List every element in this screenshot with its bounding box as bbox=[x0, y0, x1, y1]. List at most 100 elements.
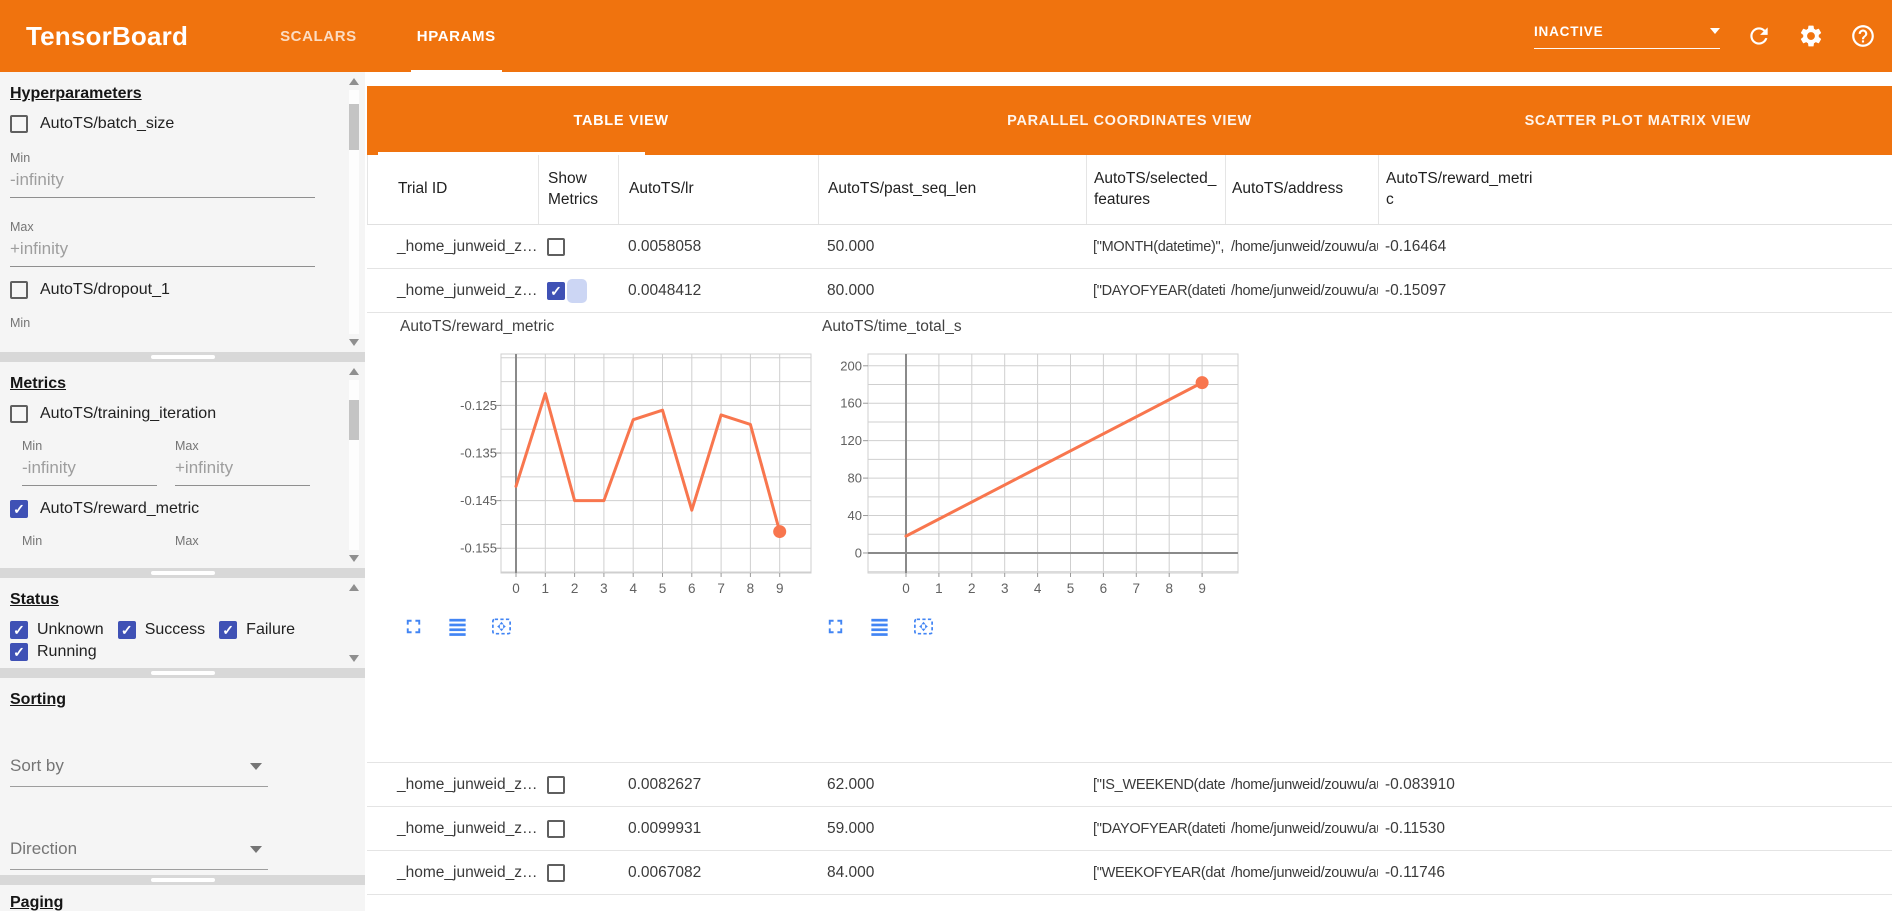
data-table-icon[interactable] bbox=[446, 615, 469, 638]
run-status-select[interactable]: INACTIVE bbox=[1534, 24, 1720, 49]
svg-text:9: 9 bbox=[776, 581, 784, 594]
tab-table-view[interactable]: TABLE VIEW bbox=[367, 86, 875, 155]
hyperparameters-heading: Hyperparameters bbox=[10, 85, 142, 102]
max-input[interactable]: +infinity bbox=[10, 234, 315, 267]
show-metrics-checkbox[interactable] bbox=[547, 775, 565, 794]
scroll-up-icon[interactable] bbox=[349, 584, 359, 591]
svg-text:0: 0 bbox=[512, 581, 520, 594]
status-item-success[interactable]: ✓ Success bbox=[117, 621, 206, 639]
hparam-item-batch-size[interactable]: AutoTS/batch_size bbox=[10, 115, 325, 133]
svg-text:2: 2 bbox=[571, 581, 579, 594]
direction-select[interactable]: Direction bbox=[10, 839, 268, 870]
scroll-down-icon[interactable] bbox=[349, 339, 359, 346]
show-metrics-checkbox[interactable] bbox=[547, 819, 565, 838]
hparams-main: TABLE VIEW PARALLEL COORDINATES VIEW SCA… bbox=[367, 72, 1892, 911]
section-resize-handle[interactable] bbox=[0, 875, 365, 885]
sort-by-select[interactable]: Sort by bbox=[10, 756, 268, 787]
show-metrics-checkbox[interactable] bbox=[547, 237, 565, 256]
cell-reward-metric: -0.083910 bbox=[1385, 775, 1455, 793]
chevron-down-icon bbox=[250, 762, 262, 770]
reward-metric-checkbox[interactable]: ✓ bbox=[10, 500, 28, 518]
svg-text:-0.145: -0.145 bbox=[460, 493, 497, 508]
tab-hparams[interactable]: HPARAMS bbox=[387, 0, 526, 72]
failure-checkbox[interactable]: ✓ bbox=[219, 621, 238, 639]
tab-parallel-coordinates-view[interactable]: PARALLEL COORDINATES VIEW bbox=[1007, 112, 1252, 129]
min-label: Min bbox=[10, 151, 31, 165]
cell-show-metrics bbox=[538, 863, 618, 882]
tab-scatter-plot-matrix-view[interactable]: SCATTER PLOT MATRIX VIEW bbox=[1524, 112, 1752, 129]
scrollbar-thumb[interactable] bbox=[349, 400, 359, 440]
section-resize-handle[interactable] bbox=[0, 352, 365, 362]
table-rows-top: _home_junweid_z… 0.0058058 50.000 ["MONTH(d… bbox=[367, 225, 1892, 313]
reward-metric-line-chart[interactable]: -0.125 -0.135 -0.145 -0.155 0 1 2 3 4 5 6 7 8 9 bbox=[400, 346, 815, 596]
tab-scalars[interactable]: SCALARS bbox=[280, 27, 357, 45]
status-item-failure[interactable]: ✓ Failure bbox=[219, 621, 295, 639]
dropout-checkbox[interactable] bbox=[10, 281, 28, 299]
cell-address: /home/junweid/zouwu/aut… bbox=[1231, 238, 1378, 255]
cell-lr: 0.0082627 bbox=[628, 775, 702, 793]
max-label: Max bbox=[175, 439, 199, 453]
min-input[interactable]: -infinity bbox=[22, 453, 157, 486]
fullscreen-icon[interactable] bbox=[402, 615, 425, 638]
training-iteration-checkbox[interactable] bbox=[10, 405, 28, 423]
cell-past-seq-len: 84.000 bbox=[827, 863, 875, 881]
min-input[interactable]: -infinity bbox=[10, 165, 315, 198]
svg-text:5: 5 bbox=[1067, 581, 1075, 594]
refresh-icon[interactable] bbox=[1746, 23, 1772, 49]
svg-text:1: 1 bbox=[542, 581, 550, 594]
data-table-icon[interactable] bbox=[868, 615, 891, 638]
scroll-down-icon[interactable] bbox=[349, 655, 359, 662]
fit-to-view-icon[interactable] bbox=[490, 615, 513, 638]
unknown-checkbox[interactable]: ✓ bbox=[10, 621, 28, 639]
fullscreen-icon[interactable] bbox=[824, 615, 847, 638]
cell-selected-features: ["MONTH(datetime)", "I… bbox=[1093, 238, 1225, 255]
hparam-item-dropout[interactable]: AutoTS/dropout_1 bbox=[10, 281, 325, 299]
running-checkbox[interactable]: ✓ bbox=[10, 643, 28, 661]
fit-to-view-icon[interactable] bbox=[912, 615, 935, 638]
batch-size-checkbox[interactable] bbox=[10, 115, 28, 133]
status-label: Success bbox=[144, 621, 206, 638]
show-metrics-checkbox[interactable] bbox=[547, 863, 565, 882]
scrollbar-thumb[interactable] bbox=[349, 104, 359, 150]
scroll-down-icon[interactable] bbox=[349, 555, 359, 562]
cell-trial-id: _home_junweid_z… bbox=[397, 775, 538, 793]
settings-gear-icon[interactable] bbox=[1798, 23, 1824, 49]
chart-title: AutoTS/reward_metric bbox=[400, 318, 555, 335]
cell-selected-features: ["IS_WEEKEND(datetim… bbox=[1093, 776, 1225, 793]
svg-text:9: 9 bbox=[1198, 581, 1206, 594]
cell-address: /home/junweid/zouwu/aut… bbox=[1231, 864, 1378, 881]
cell-past-seq-len: 62.000 bbox=[827, 775, 875, 793]
metric-item-reward-metric[interactable]: ✓ AutoTS/reward_metric bbox=[10, 500, 325, 518]
hparams-sidebar: Hyperparameters AutoTS/batch_size Min -i… bbox=[0, 72, 365, 911]
svg-text:8: 8 bbox=[747, 581, 755, 594]
cell-trial-id: _home_junweid_z… bbox=[397, 281, 538, 299]
scroll-up-icon[interactable] bbox=[349, 368, 359, 375]
cell-reward-metric: -0.11746 bbox=[1385, 863, 1446, 881]
svg-text:1: 1 bbox=[935, 581, 943, 594]
max-input[interactable]: +infinity bbox=[175, 453, 310, 486]
section-resize-handle[interactable] bbox=[0, 568, 365, 578]
cell-past-seq-len: 80.000 bbox=[827, 281, 875, 299]
cell-show-metrics bbox=[538, 819, 618, 838]
svg-text:120: 120 bbox=[840, 433, 862, 448]
sorting-section: Sorting Sort by Direction bbox=[0, 678, 365, 875]
svg-text:0: 0 bbox=[902, 581, 910, 594]
svg-text:-0.135: -0.135 bbox=[460, 446, 497, 461]
view-tabbar: TABLE VIEW PARALLEL COORDINATES VIEW SCA… bbox=[367, 86, 1892, 155]
show-metrics-checkbox[interactable]: ✓ bbox=[547, 281, 565, 300]
cell-selected-features: ["DAYOFYEAR(datetime… bbox=[1093, 282, 1225, 299]
status-item-running[interactable]: ✓ Running bbox=[10, 643, 97, 661]
top-nav: SCALARS HPARAMS bbox=[250, 0, 526, 72]
success-checkbox[interactable]: ✓ bbox=[117, 621, 136, 639]
cell-selected-features: ["DAYOFYEAR(datetime… bbox=[1093, 820, 1225, 837]
table-row: _home_junweid_z… 0.0082627 62.000 ["IS_WEEK… bbox=[367, 763, 1892, 807]
time-total-line-chart[interactable]: 0 40 80 120 160 200 0 1 2 3 4 5 6 7 8 9 bbox=[822, 346, 1243, 596]
min-label: Min bbox=[10, 316, 31, 330]
section-resize-handle[interactable] bbox=[0, 668, 365, 678]
svg-text:6: 6 bbox=[1100, 581, 1108, 594]
metric-item-training-iteration[interactable]: AutoTS/training_iteration bbox=[10, 405, 325, 423]
scroll-up-icon[interactable] bbox=[349, 78, 359, 85]
help-icon[interactable] bbox=[1850, 23, 1876, 49]
hyperparameters-section: Hyperparameters AutoTS/batch_size Min -i… bbox=[0, 72, 365, 352]
status-item-unknown[interactable]: ✓ Unknown bbox=[10, 621, 104, 639]
